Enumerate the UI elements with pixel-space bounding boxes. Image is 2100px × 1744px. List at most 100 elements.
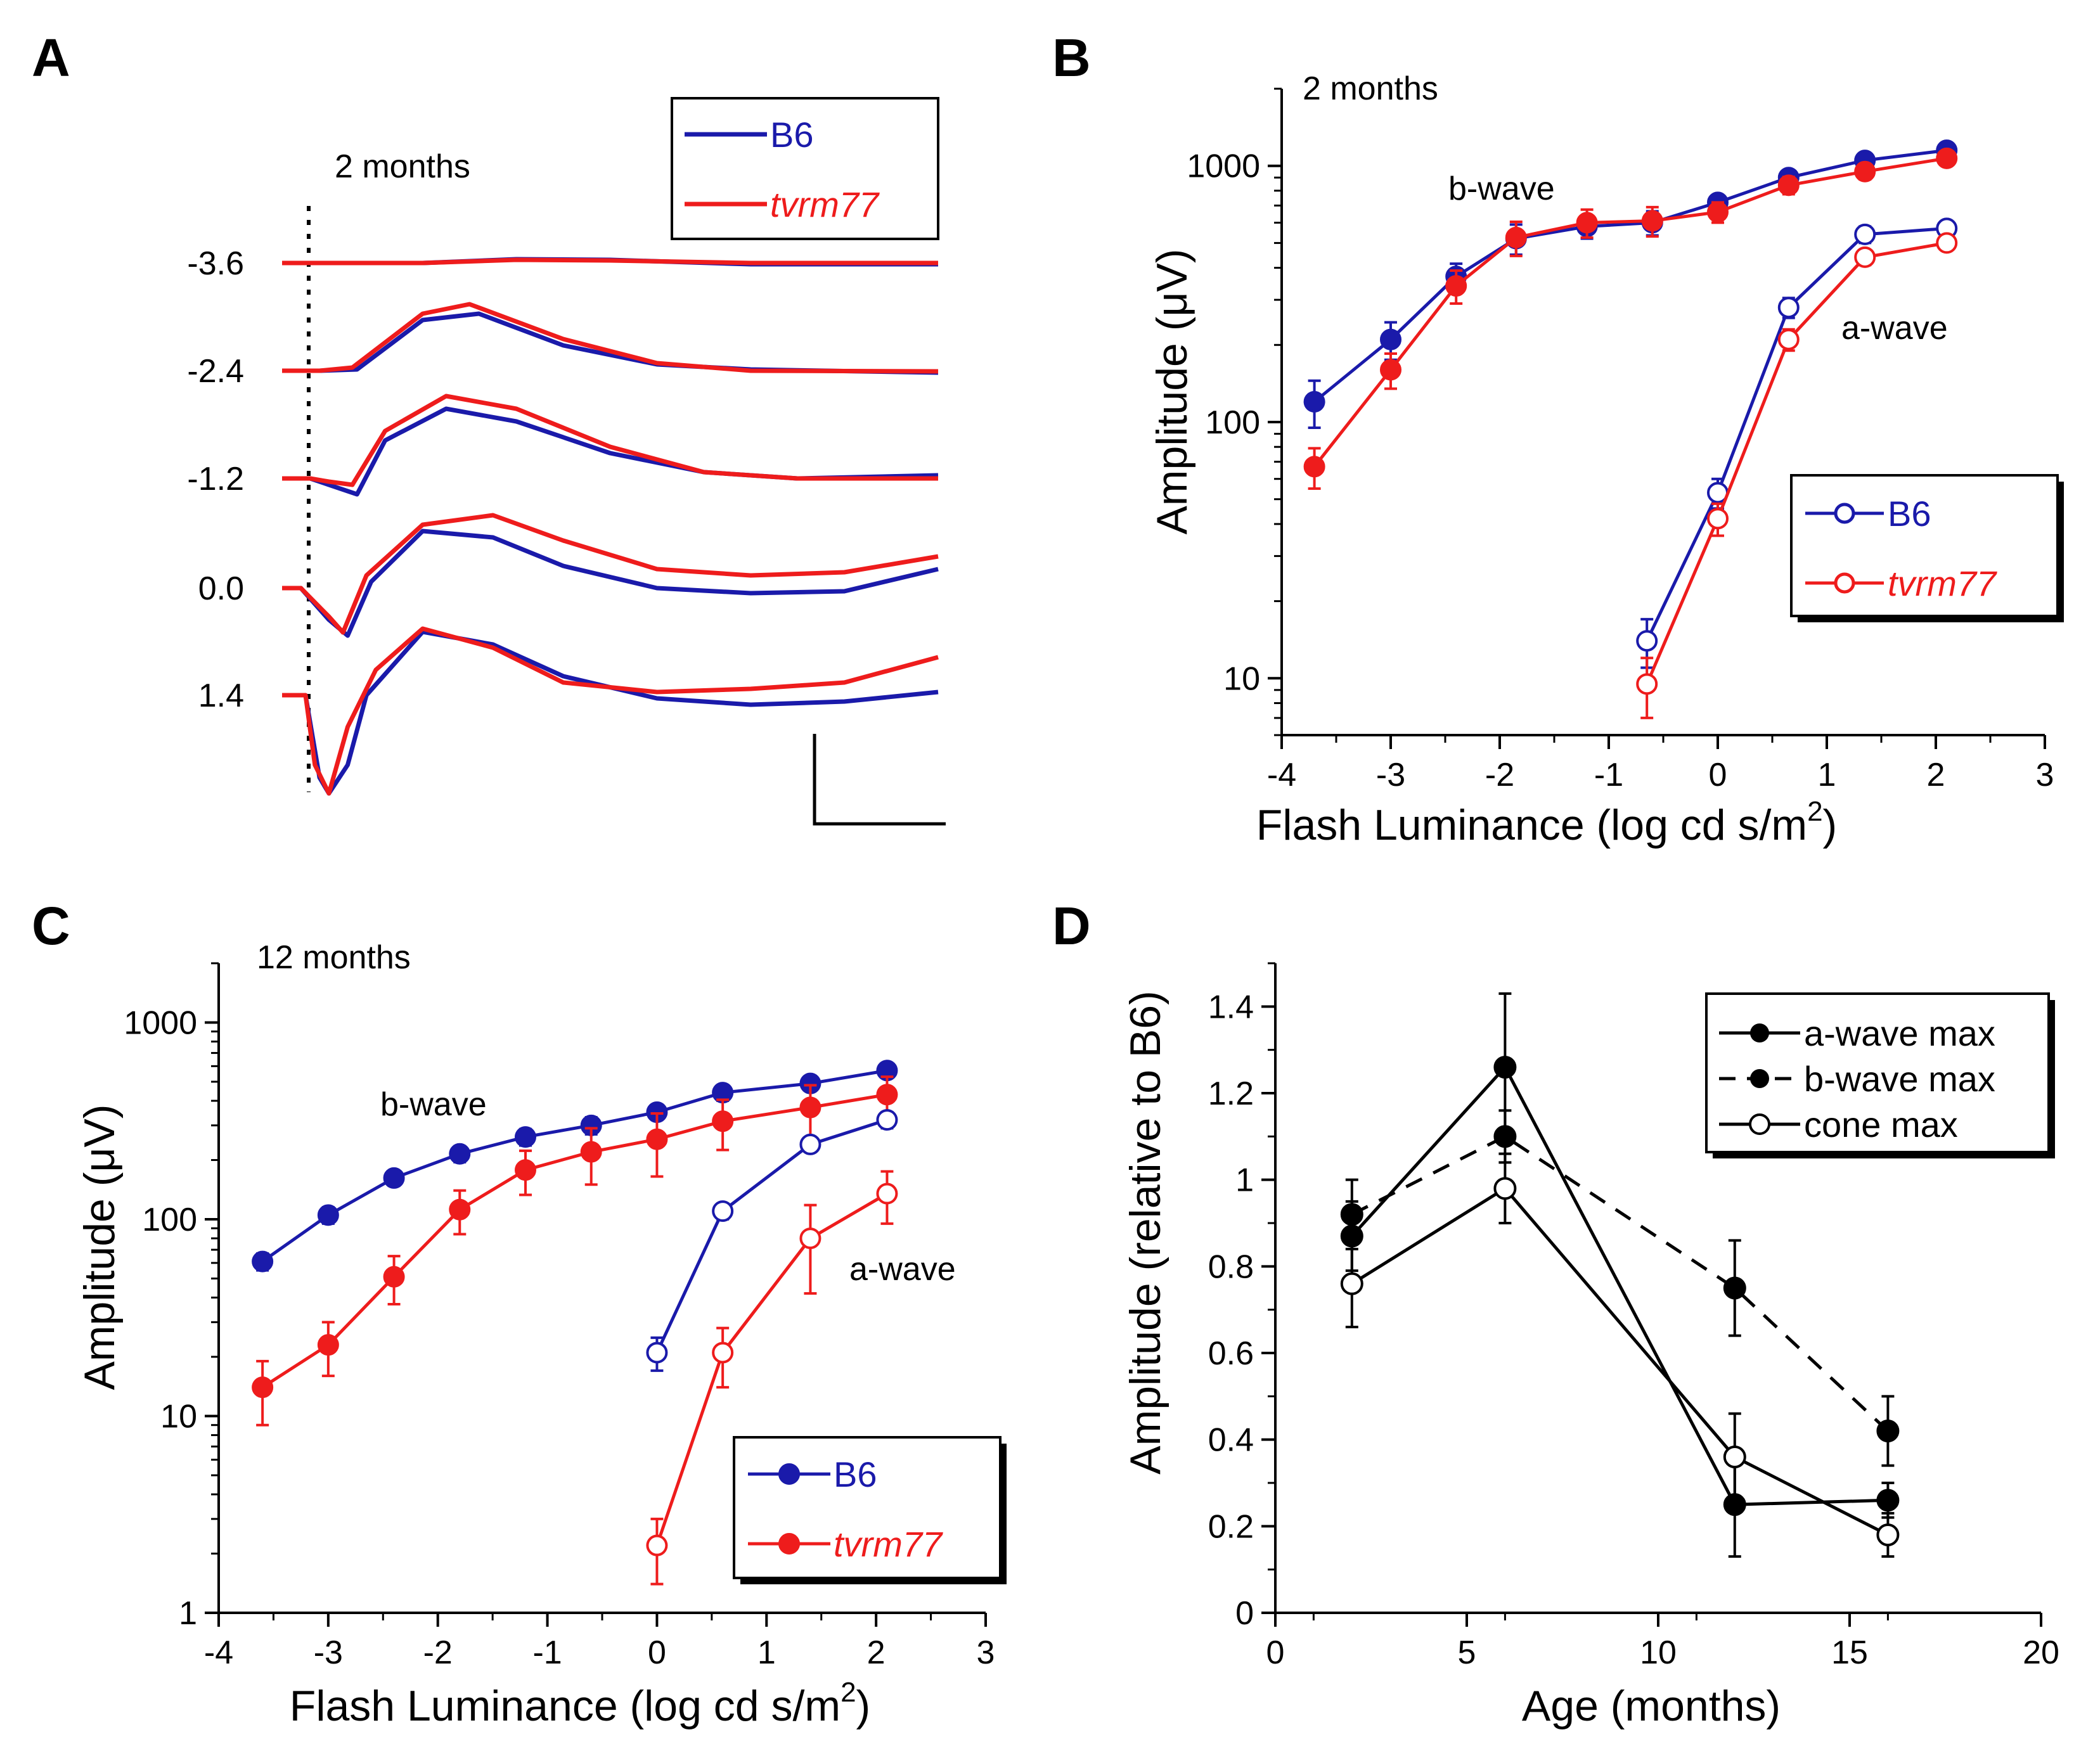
panel-c-legend-tvrm77-label: tvrm77 [834,1524,943,1564]
panel-b-x-axis-title-end: ) [1823,801,1838,849]
panel-c-x-tick-label: -2 [423,1634,453,1671]
panel-c-series-3-line [655,1192,888,1546]
panel-c-legend-b6-marker [778,1463,800,1485]
panel-c-y-tick-label: 1 [179,1595,197,1632]
panel-b-awave-label: a-wave [1841,310,1948,347]
panel-c-series-1-point [799,1096,821,1119]
panel-b-title: 2 months [1303,70,1438,107]
panel-c-legend-b6-label: B6 [834,1454,877,1494]
panel-d-chart: 0 5 10 15 20 0 0.2 0.4 0.6 0.8 1 1.2 1.4 Amplitude (… [1121,962,2059,1730]
panel-d-y-tick-label: 0.6 [1208,1335,1254,1372]
trace-label-1: -2.4 [187,353,244,390]
panel-c-series-0-point [252,1250,274,1273]
panel-a-legend-box [671,97,939,240]
trace-label-4: 1.4 [198,677,244,714]
panel-c-series-3-point [876,1183,898,1205]
panel-b-axes: -4 -3 -2 -1 0 1 2 3 10 100 1000 [1187,87,2054,793]
panel-d-x-tick-label: 10 [1640,1634,1677,1671]
panel-c-series-1-point [449,1198,471,1221]
panel-c-series-2-point [799,1133,821,1155]
panel-d-legend: a-wave max b-wave max cone max [1705,992,2055,1158]
panel-letter-a: A [32,28,70,87]
panel-c-series-3-point [646,1534,668,1556]
panel-b-chart: 2 months b-wave a-wave -4 -3 -2 -1 0 1 2 310100… [1148,70,2064,849]
panel-c-chart: 12 months b-wave a-wave -4 -3 -2 -1 0 1 2 3 1 10 1… [75,939,1007,1730]
panel-c-y-tick-label: 100 [142,1202,197,1238]
panel-b-legend-b6-marker [1834,503,1855,524]
panel-c-awave-label: a-wave [849,1251,956,1288]
panel-c-series-1-point [252,1376,274,1399]
panel-b-series-1-point [1707,201,1729,223]
panel-c-legend: B6 tvrm77 [733,1436,1007,1584]
panel-c-series-0-point [383,1167,405,1189]
trace-0-tvrm77 [282,257,938,266]
panel-d-series-0-point [1493,1056,1517,1079]
panel-b-series-2-point [1854,223,1876,245]
panel-b-series-1-point [1936,147,1958,169]
panel-b-legend-box [1790,474,2059,617]
panel-d-series-1-point [1723,1276,1746,1300]
panel-b-series-3-point [1707,508,1729,530]
panel-b-y-tick-label: 100 [1205,404,1260,441]
panel-d-y-tick-label: 0 [1235,1595,1254,1632]
panel-b-series-3-point [1854,246,1876,268]
panel-d-x-tick-label: 15 [1831,1634,1868,1671]
panel-b-x-axis-title-sup: 2 [1807,796,1822,827]
panel-d-legend-cone-label: cone max [1804,1105,1958,1144]
panel-a-traces: 2 months -3.6 -2.4 -1.2 0.0 1.4 B6 tvrm77 [187,97,946,826]
panel-d-series-2-point [1340,1272,1363,1295]
trace-4-b6 [282,629,939,796]
panel-b-series-1-point [1303,456,1325,478]
panel-b-legend-tvrm77-marker [1834,572,1855,594]
panel-d-series-1-line [1351,1134,1890,1432]
panel-c-series-1-point [515,1159,536,1181]
panel-letter-d: D [1052,896,1091,956]
panel-c-y-tick-label: 10 [160,1398,197,1435]
panel-d-series-1-point [1493,1125,1517,1148]
panel-c-y-axis-title: Amplitude (μV) [75,1104,124,1390]
panel-c-series-0-point [317,1204,339,1226]
panel-c-x-axis-title: Flash Luminance (log cd s/m2) [290,1677,870,1730]
panel-c-x-tick-label: -1 [532,1634,562,1671]
panel-b-x-axis-title: Flash Luminance (log cd s/m2) [1256,796,1837,849]
panel-d-y-tick-label: 0.8 [1208,1248,1254,1285]
panel-d-y-tick-label: 1.2 [1208,1075,1254,1112]
panel-d-series-2-point [1876,1523,1900,1546]
trace-3-b6 [282,529,939,638]
panel-b-series-1-point [1445,275,1467,297]
trace-label-3: 0.0 [198,570,244,607]
panel-c-series-2-line [655,1118,888,1354]
panel-c-axes: -4 -3 -2 -1 0 1 2 3 1 10 100 1000 [124,962,995,1671]
panel-c-series-1-point [580,1141,602,1163]
panel-c-series [252,1060,898,1586]
panel-d-series-2-point [1723,1446,1746,1468]
panel-a-legend-tvrm77-label: tvrm77 [770,184,880,224]
panel-b-x-tick-label: 1 [1818,757,1836,793]
panel-c-x-tick-label: 1 [757,1634,776,1671]
panel-b-x-tick-label: -3 [1376,757,1405,793]
panel-c-series-1-point [383,1266,405,1288]
panel-c-series-1-point [876,1084,898,1106]
panel-c-y-tick-label: 1000 [124,1004,197,1041]
panel-b-series-1-point [1641,210,1663,232]
panel-d-y-tick-label: 0.2 [1208,1508,1254,1545]
panel-b-y-tick-label: 10 [1223,660,1260,697]
panel-b-x-tick-label: -2 [1485,757,1514,793]
trace-label-0: -3.6 [187,245,244,282]
panel-b-series-3-point [1636,673,1658,695]
panel-d-axes: 0 5 10 15 20 0 0.2 0.4 0.6 0.8 1 1.2 1.4 [1208,962,2059,1671]
panel-b-series-1-point [1576,212,1598,234]
panel-b-series-0-point [1380,328,1401,350]
panel-a-title: 2 months [335,148,470,185]
panel-d-x-tick-label: 0 [1266,1634,1285,1671]
panel-d-series-0-point [1876,1489,1900,1512]
panel-c-series-1-point [712,1110,734,1132]
panel-a-legend-b6-label: B6 [770,115,814,155]
panel-b-y-tick-label: 1000 [1187,148,1260,185]
trace-1-b6 [282,311,939,375]
panel-b-series-2-point [1777,297,1800,319]
panel-d-y-tick-label: 0.4 [1208,1422,1254,1459]
panel-c-series-2-point [646,1342,668,1364]
panel-b-series-1-point [1854,160,1876,183]
